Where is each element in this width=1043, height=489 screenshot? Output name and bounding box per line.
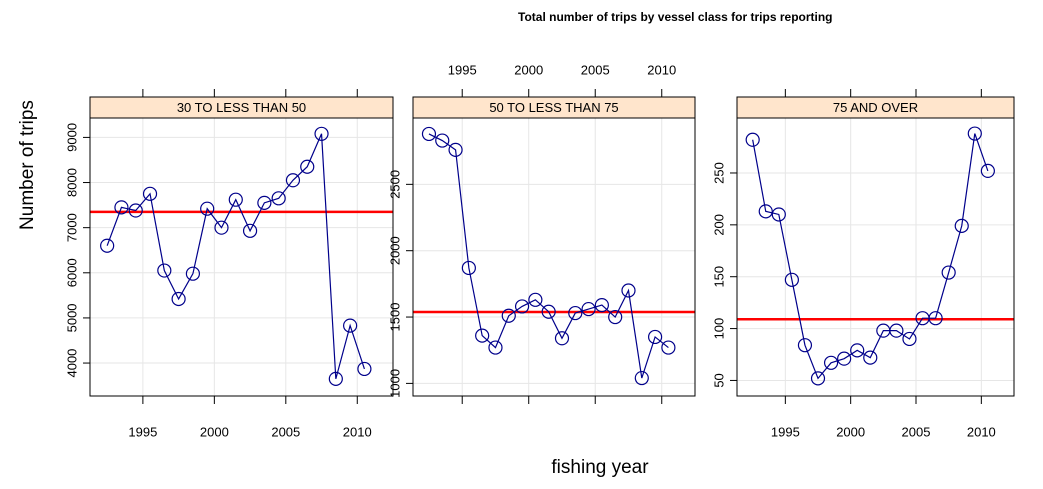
data-point bbox=[647, 329, 663, 345]
data-point bbox=[114, 200, 129, 215]
data-point bbox=[128, 203, 143, 218]
data-point bbox=[300, 159, 315, 174]
data-point bbox=[621, 283, 636, 298]
y-tick-label: 250 bbox=[711, 162, 726, 184]
data-point bbox=[242, 223, 258, 238]
x-tick-label: 2005 bbox=[271, 424, 300, 439]
y-tick-label: 150 bbox=[711, 266, 726, 288]
data-point bbox=[784, 272, 799, 287]
data-line bbox=[428, 133, 669, 379]
data-point bbox=[461, 260, 476, 276]
data-point bbox=[514, 299, 530, 314]
data-point bbox=[889, 323, 904, 338]
data-point bbox=[850, 343, 865, 358]
y-tick-label: 7000 bbox=[64, 213, 79, 242]
x-tick-label: 1995 bbox=[771, 424, 800, 439]
data-point bbox=[142, 186, 158, 201]
data-point bbox=[771, 207, 786, 222]
data-point bbox=[541, 304, 556, 319]
y-tick-label: 1500 bbox=[387, 303, 402, 332]
data-point bbox=[171, 291, 186, 307]
data-point bbox=[100, 238, 115, 253]
x-tick-label: 1995 bbox=[128, 424, 157, 439]
data-point bbox=[257, 195, 272, 210]
x-tick-label: 2000 bbox=[836, 424, 865, 439]
data-line bbox=[752, 133, 989, 380]
data-point bbox=[528, 292, 543, 307]
y-tick-label: 1000 bbox=[387, 369, 402, 398]
panel-border bbox=[736, 96, 1015, 397]
panel-border bbox=[89, 96, 394, 397]
data-point bbox=[837, 351, 852, 366]
data-point bbox=[745, 132, 760, 147]
x-tick-label: 2010 bbox=[967, 424, 996, 439]
data-point bbox=[823, 355, 839, 370]
data-point bbox=[343, 318, 358, 333]
data-point bbox=[608, 309, 623, 325]
data-point bbox=[475, 328, 490, 343]
data-point bbox=[594, 298, 609, 313]
data-point bbox=[448, 142, 463, 157]
y-tick-label: 200 bbox=[711, 214, 726, 236]
y-tick-label: 9000 bbox=[64, 123, 79, 152]
data-point bbox=[967, 126, 982, 141]
y-tick-label: 2500 bbox=[387, 170, 402, 199]
y-tick-label: 6000 bbox=[64, 258, 79, 287]
data-point bbox=[797, 338, 813, 353]
data-point bbox=[758, 204, 773, 219]
data-point bbox=[980, 163, 995, 179]
data-point bbox=[285, 173, 301, 188]
y-tick-label: 100 bbox=[711, 318, 726, 340]
data-point bbox=[228, 192, 243, 207]
x-tick-label: 1995 bbox=[448, 62, 477, 77]
x-tick-label: 2010 bbox=[343, 424, 372, 439]
data-point bbox=[488, 340, 503, 355]
data-point bbox=[941, 265, 956, 280]
data-point bbox=[185, 266, 201, 281]
chart-title: Total number of trips by vessel class fo… bbox=[518, 10, 833, 24]
strip-label: 30 TO LESS THAN 50 bbox=[177, 100, 306, 115]
data-point bbox=[271, 191, 286, 206]
x-tick-label: 2000 bbox=[514, 62, 543, 77]
panel-border bbox=[412, 96, 696, 397]
x-tick-label: 2005 bbox=[581, 62, 610, 77]
data-point bbox=[214, 220, 229, 235]
y-tick-label: 5000 bbox=[64, 303, 79, 332]
data-point bbox=[501, 308, 516, 323]
y-tick-label: 50 bbox=[711, 373, 726, 387]
data-line bbox=[106, 133, 365, 380]
data-point bbox=[568, 305, 583, 321]
data-point bbox=[554, 331, 570, 346]
y-tick-label: 8000 bbox=[64, 168, 79, 197]
data-point bbox=[928, 311, 943, 326]
data-point bbox=[157, 263, 172, 278]
data-point bbox=[314, 126, 329, 141]
data-point bbox=[328, 371, 343, 386]
data-point bbox=[902, 331, 917, 347]
data-point bbox=[954, 218, 969, 233]
x-tick-label: 2000 bbox=[200, 424, 229, 439]
data-point bbox=[661, 340, 676, 355]
data-point bbox=[863, 350, 878, 365]
data-point bbox=[421, 126, 437, 142]
strip-label: 75 AND OVER bbox=[833, 100, 918, 115]
data-point bbox=[435, 133, 450, 148]
x-axis-title: fishing year bbox=[551, 457, 649, 478]
strip-label: 50 TO LESS THAN 75 bbox=[489, 100, 618, 115]
data-point bbox=[200, 201, 215, 216]
data-point bbox=[357, 361, 372, 377]
y-axis-title: Number of trips bbox=[17, 100, 38, 230]
data-point bbox=[634, 370, 649, 386]
x-tick-label: 2010 bbox=[647, 62, 676, 77]
y-tick-label: 2000 bbox=[387, 236, 402, 265]
data-point bbox=[810, 371, 826, 386]
y-tick-label: 4000 bbox=[64, 349, 79, 378]
x-tick-label: 2005 bbox=[902, 424, 931, 439]
data-point bbox=[581, 301, 596, 317]
